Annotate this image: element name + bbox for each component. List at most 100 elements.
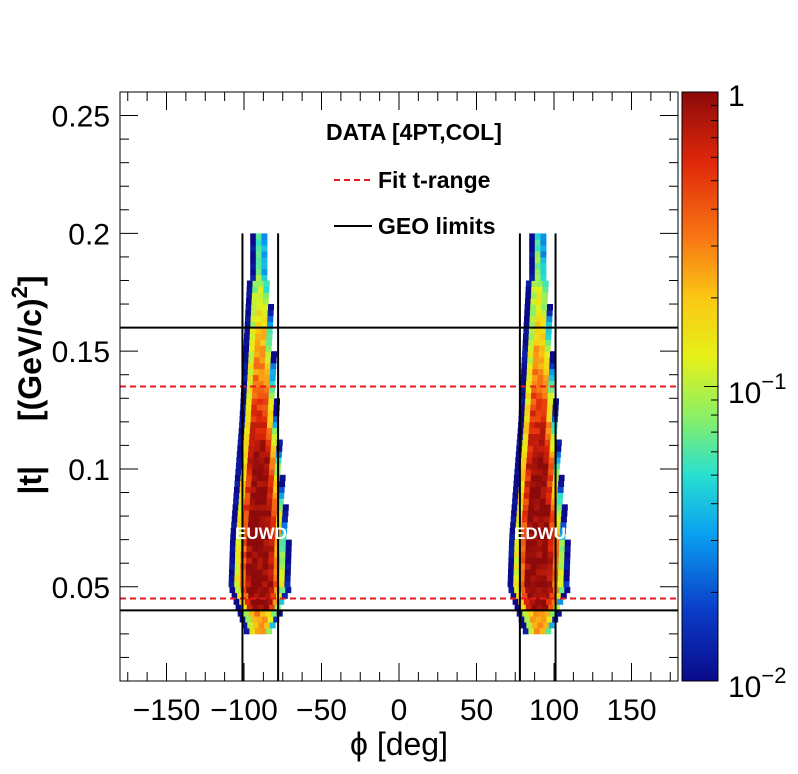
- heatmap-cell: [538, 516, 545, 523]
- heatmap-cell: [540, 415, 547, 423]
- heatmap-cell: [229, 545, 236, 552]
- heatmap-cell: [255, 268, 262, 275]
- heatmap-cell: [253, 357, 260, 364]
- heatmap-cell: [521, 357, 528, 364]
- heatmap-cell: [266, 327, 273, 334]
- heatmap-cell: [274, 557, 280, 564]
- heatmap-cell: [521, 522, 528, 529]
- heatmap-cell: [529, 309, 536, 317]
- heatmap-cell: [531, 380, 538, 387]
- heatmap-cell: [534, 327, 541, 334]
- heatmap-cell: [558, 480, 565, 487]
- heatmap-cell: [235, 545, 242, 552]
- heatmap-cell: [536, 586, 543, 594]
- heatmap-cell: [535, 616, 542, 623]
- heatmap-cell: [537, 622, 544, 629]
- heatmap-cell: [531, 622, 538, 629]
- heatmap-cell: [251, 292, 258, 299]
- heatmap-cell: [513, 474, 520, 482]
- heatmap-cell: [549, 516, 556, 523]
- heatmap-cell: [268, 569, 274, 576]
- heatmap-cell: [254, 439, 261, 446]
- heatmap-cell: [252, 463, 259, 470]
- heatmap-cell: [268, 545, 275, 552]
- heatmap-cell: [257, 539, 264, 546]
- heatmap-cell: [540, 598, 547, 605]
- heatmap-cell: [545, 433, 552, 440]
- heatmap-cell: [235, 551, 242, 558]
- heatmap-cell: [537, 604, 543, 611]
- heatmap-cell: [540, 321, 547, 328]
- heatmap-cell: [234, 474, 241, 482]
- heatmap-cell: [257, 557, 264, 564]
- heatmap-cell: [265, 345, 272, 352]
- heatmap-cell: [256, 315, 263, 323]
- heatmap-cell: [523, 333, 529, 340]
- heatmap-cell: [533, 351, 540, 358]
- color-bar-label-0.01: 10−2: [728, 663, 786, 704]
- heatmap-cell: [234, 480, 241, 487]
- heatmap-cell: [550, 351, 556, 358]
- heatmap-cell: [533, 516, 539, 523]
- heatmap-cell: [558, 474, 565, 482]
- heatmap-cell: [526, 622, 533, 629]
- heatmap-cell: [531, 533, 538, 540]
- heatmap-cell: [252, 469, 259, 476]
- heatmap-cell: [249, 504, 256, 511]
- heatmap-cell: [533, 445, 539, 452]
- heatmap-cell: [260, 610, 266, 617]
- heatmap-cell: [523, 598, 530, 605]
- heatmap-cell: [540, 498, 546, 505]
- heatmap-cell: [541, 575, 548, 582]
- heatmap-cell: [237, 445, 244, 452]
- heatmap-cell: [247, 622, 254, 629]
- color-bar-label-1: 1: [728, 80, 745, 113]
- heatmap-cell: [234, 486, 240, 493]
- heatmap-cell: [234, 563, 241, 570]
- heatmap-cell: [263, 539, 270, 546]
- heatmap-cell: [252, 280, 259, 287]
- heatmap-cell: [255, 628, 261, 635]
- heatmap-cell: [519, 551, 526, 558]
- heatmap-cell: [546, 492, 552, 499]
- heatmap-cell: [538, 362, 545, 370]
- heatmap-cell: [508, 545, 515, 552]
- heatmap-cell: [255, 421, 262, 429]
- heatmap-cell: [282, 504, 289, 511]
- heatmap-cell: [513, 580, 520, 588]
- heatmap-cell: [243, 504, 250, 511]
- heatmap-cell: [536, 551, 543, 558]
- heatmap-cell: [246, 551, 253, 558]
- heatmap-cell: [529, 245, 536, 252]
- heatmap-cell: [251, 586, 258, 594]
- heatmap-cell: [539, 504, 546, 511]
- heatmap-cell: [245, 309, 252, 317]
- heatmap-cell: [269, 622, 276, 629]
- heatmap-cell: [254, 445, 260, 452]
- heatmap-cell: [281, 516, 288, 523]
- heatmap-cell: [525, 604, 532, 611]
- heatmap-cell: [232, 504, 239, 511]
- heatmap-cell: [236, 522, 243, 529]
- heatmap-cell: [558, 563, 565, 570]
- heatmap-cell: [263, 469, 270, 476]
- svg-text:|t| [(GeV/c)2]: |t| [(GeV/c)2]: [7, 275, 48, 494]
- heatmap-cell: [261, 245, 268, 252]
- heatmap-cell: [260, 439, 266, 446]
- heatmap-cell: [514, 463, 521, 470]
- heatmap-cell: [251, 569, 258, 576]
- heatmap-cell: [251, 575, 258, 582]
- heatmap-cell: [235, 539, 242, 546]
- heatmap-cell: [528, 339, 535, 346]
- heatmap-cell: [274, 398, 280, 405]
- heatmap-cell: [532, 451, 539, 458]
- heatmap-cell: [266, 498, 273, 505]
- heatmap-cell: [529, 251, 536, 258]
- heatmap-cell: [513, 480, 520, 487]
- heatmap-cell: [531, 374, 538, 381]
- heatmap-cell: [261, 262, 268, 270]
- heatmap-cell: [548, 463, 555, 470]
- heatmap-cell: [246, 586, 253, 594]
- heatmap-cell: [267, 309, 274, 317]
